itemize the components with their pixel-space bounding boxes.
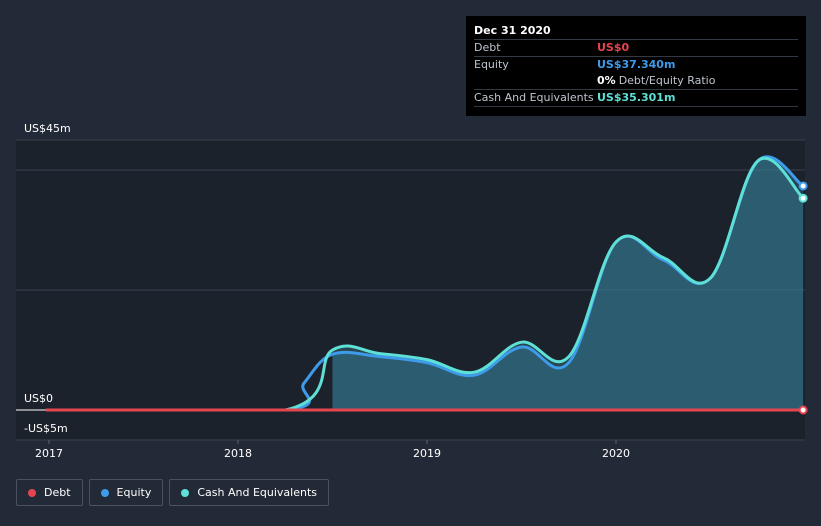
legend-label: Cash And Equivalents	[197, 486, 317, 499]
equity-end-marker	[798, 181, 808, 191]
legend-item-equity[interactable]: Equity	[88, 479, 164, 506]
tooltip-key: Cash And Equivalents	[474, 91, 594, 104]
legend-item-cash[interactable]: Cash And Equivalents	[169, 479, 329, 506]
x-tick-label: 2018	[224, 447, 252, 460]
x-tick-label: 2020	[602, 447, 630, 460]
tooltip-row-equity: Equity US$37.340m	[474, 56, 798, 73]
tooltip-row-debt: Debt US$0	[474, 39, 798, 56]
tooltip-row-ratio: 0% Debt/Equity Ratio	[474, 73, 798, 89]
area-fills	[332, 156, 804, 410]
series-end-markers	[798, 181, 808, 415]
cash-and-equivalents-end-marker	[798, 193, 808, 203]
chart-legend: Debt Equity Cash And Equivalents	[16, 479, 329, 506]
legend-dot-icon	[100, 488, 109, 497]
debt-end-marker	[798, 405, 808, 415]
tooltip-key: Equity	[474, 58, 509, 71]
series-lines	[45, 155, 805, 412]
x-axis-labels: 2017 2018 2019 2020	[35, 440, 630, 460]
x-tick-label: 2017	[35, 447, 63, 460]
tooltip-date: Dec 31 2020	[474, 24, 551, 37]
legend-dot-icon	[28, 488, 36, 497]
tooltip-cash-value: US$35.301m	[597, 91, 676, 104]
equity-area	[332, 156, 804, 410]
tooltip-key	[474, 73, 597, 89]
tooltip-ratio-value: 0% Debt/Equity Ratio	[597, 73, 715, 89]
y-tick-label: -US$5m	[24, 422, 68, 435]
y-tick-label: US$45m	[24, 122, 71, 135]
legend-label: Debt	[44, 486, 71, 499]
y-tick-label: US$0	[24, 392, 53, 405]
legend-label: Equity	[116, 486, 152, 499]
tooltip-row-cash: Cash And Equivalents US$35.301m	[474, 89, 798, 107]
x-tick-label: 2019	[413, 447, 441, 460]
cash-and-equivalents-line	[45, 156, 805, 412]
tooltip-debt-value: US$0	[597, 41, 630, 54]
ratio-label: Debt/Equity Ratio	[618, 74, 716, 87]
data-tooltip: Dec 31 2020 Debt US$0 Equity US$37.340m …	[466, 16, 806, 116]
ratio-value: 0%	[597, 74, 616, 87]
y-axis-labels: US$45m US$0 -US$5m	[24, 122, 71, 435]
tooltip-equity-value: US$37.340m	[597, 58, 676, 71]
legend-dot-icon	[181, 488, 190, 497]
tooltip-key: Debt	[474, 41, 501, 54]
legend-item-debt[interactable]: Debt	[16, 479, 83, 506]
cash-area	[332, 158, 804, 410]
